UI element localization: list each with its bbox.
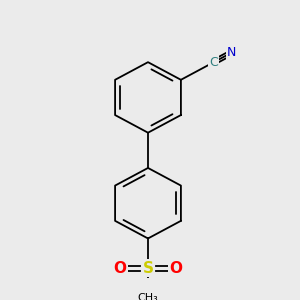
Text: S: S <box>142 261 154 276</box>
Text: CH₃: CH₃ <box>138 293 158 300</box>
Text: C: C <box>209 56 218 69</box>
Text: O: O <box>169 261 182 276</box>
Text: O: O <box>113 261 127 276</box>
Text: N: N <box>227 46 237 59</box>
